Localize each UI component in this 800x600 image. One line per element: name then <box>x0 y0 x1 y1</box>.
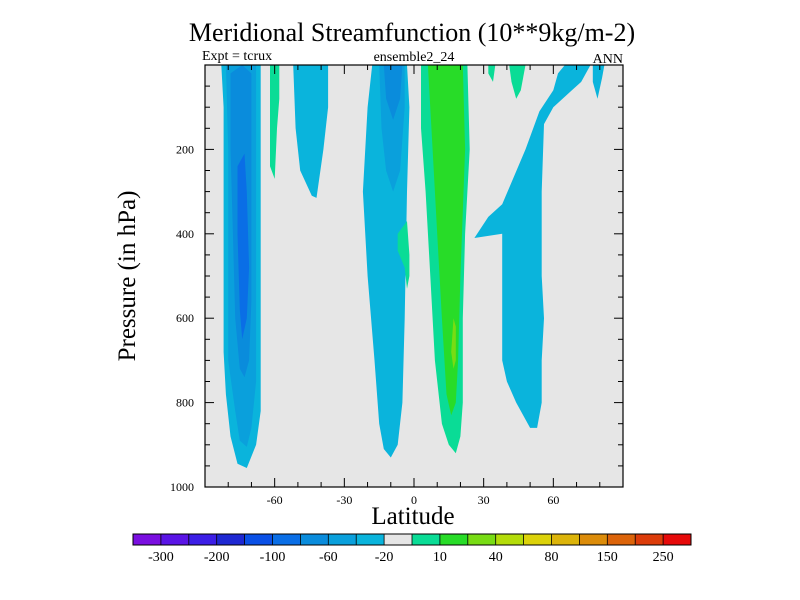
colorbar-swatch <box>523 534 552 545</box>
y-tick-label: 200 <box>176 142 194 156</box>
colorbar-swatch <box>663 534 692 545</box>
colorbar-label: -60 <box>319 550 338 565</box>
region-nh-blue-small <box>592 65 605 99</box>
colorbar-swatch <box>467 534 496 545</box>
colorbar-swatch <box>439 534 469 545</box>
colorbar-swatch <box>133 534 162 545</box>
colorbar-label: 40 <box>489 550 503 565</box>
colorbar-swatch <box>607 534 636 545</box>
y-tick-label: 800 <box>176 396 194 410</box>
plot-area <box>205 65 623 487</box>
colorbar-swatch <box>551 534 580 545</box>
colorbar-swatch <box>356 534 385 545</box>
colorbar-label: 10 <box>433 550 447 565</box>
colorbar-label: 80 <box>545 550 559 565</box>
colorbar-swatch <box>412 534 441 545</box>
region-sh-cell-max <box>237 153 250 340</box>
experiment-label: Expt = tcrux <box>202 49 272 64</box>
colorbar-label: 150 <box>597 550 618 565</box>
colorbar-swatch <box>272 534 301 545</box>
ensemble-label: ensemble2_24 <box>374 50 455 65</box>
y-axis-label: Pressure (in hPa) <box>114 191 141 362</box>
colorbar-swatch <box>244 534 273 545</box>
x-axis-label: Latitude <box>371 503 454 530</box>
region-deep-cell-core <box>383 65 403 120</box>
colorbar-swatch <box>635 534 664 545</box>
chart-title: Meridional Streamfunction (10**9kg/m-2) <box>189 18 635 47</box>
region-nh-green-max <box>451 318 456 369</box>
region-nh-green-small2 <box>509 65 526 99</box>
colorbar-swatch <box>495 534 524 545</box>
season-label: ANN <box>593 52 623 67</box>
region-polar-green-s <box>270 65 280 179</box>
colorbar-label: -200 <box>204 550 230 565</box>
colorbar-swatch <box>160 534 190 545</box>
colorbar: -300 -200 -100 -60 -20 10 40 80 150 250 <box>132 533 692 565</box>
y-tick-label: 400 <box>176 227 194 241</box>
region-nh-blue-big <box>474 65 591 428</box>
contour-fill-regions <box>221 65 605 468</box>
x-tick-label: 60 <box>547 493 559 507</box>
colorbar-swatch <box>188 534 217 545</box>
y-tick-label: 1000 <box>170 480 194 494</box>
axis-ticks: -60 -30 0 30 60 200 400 600 800 1000 <box>170 65 623 507</box>
x-tick-label: -30 <box>336 493 352 507</box>
colorbar-label: 250 <box>653 550 674 565</box>
colorbar-swatch <box>328 534 357 545</box>
y-tick-label: 600 <box>176 311 194 325</box>
x-tick-label: -60 <box>267 493 283 507</box>
colorbar-frame <box>132 533 692 546</box>
region-nh-green-small1 <box>488 65 496 82</box>
colorbar-label: -20 <box>375 550 394 565</box>
colorbar-label: -300 <box>148 550 174 565</box>
x-tick-label: 0 <box>411 493 417 507</box>
colorbar-swatch <box>300 534 329 545</box>
region-eq-green-patch <box>397 221 410 289</box>
region-band-minus60 <box>293 65 329 198</box>
colorbar-swatch <box>384 534 413 545</box>
x-tick-label: 30 <box>478 493 490 507</box>
colorbar-swatch <box>579 534 608 545</box>
colorbar-swatch <box>216 534 245 545</box>
colorbar-label: -100 <box>260 550 286 565</box>
